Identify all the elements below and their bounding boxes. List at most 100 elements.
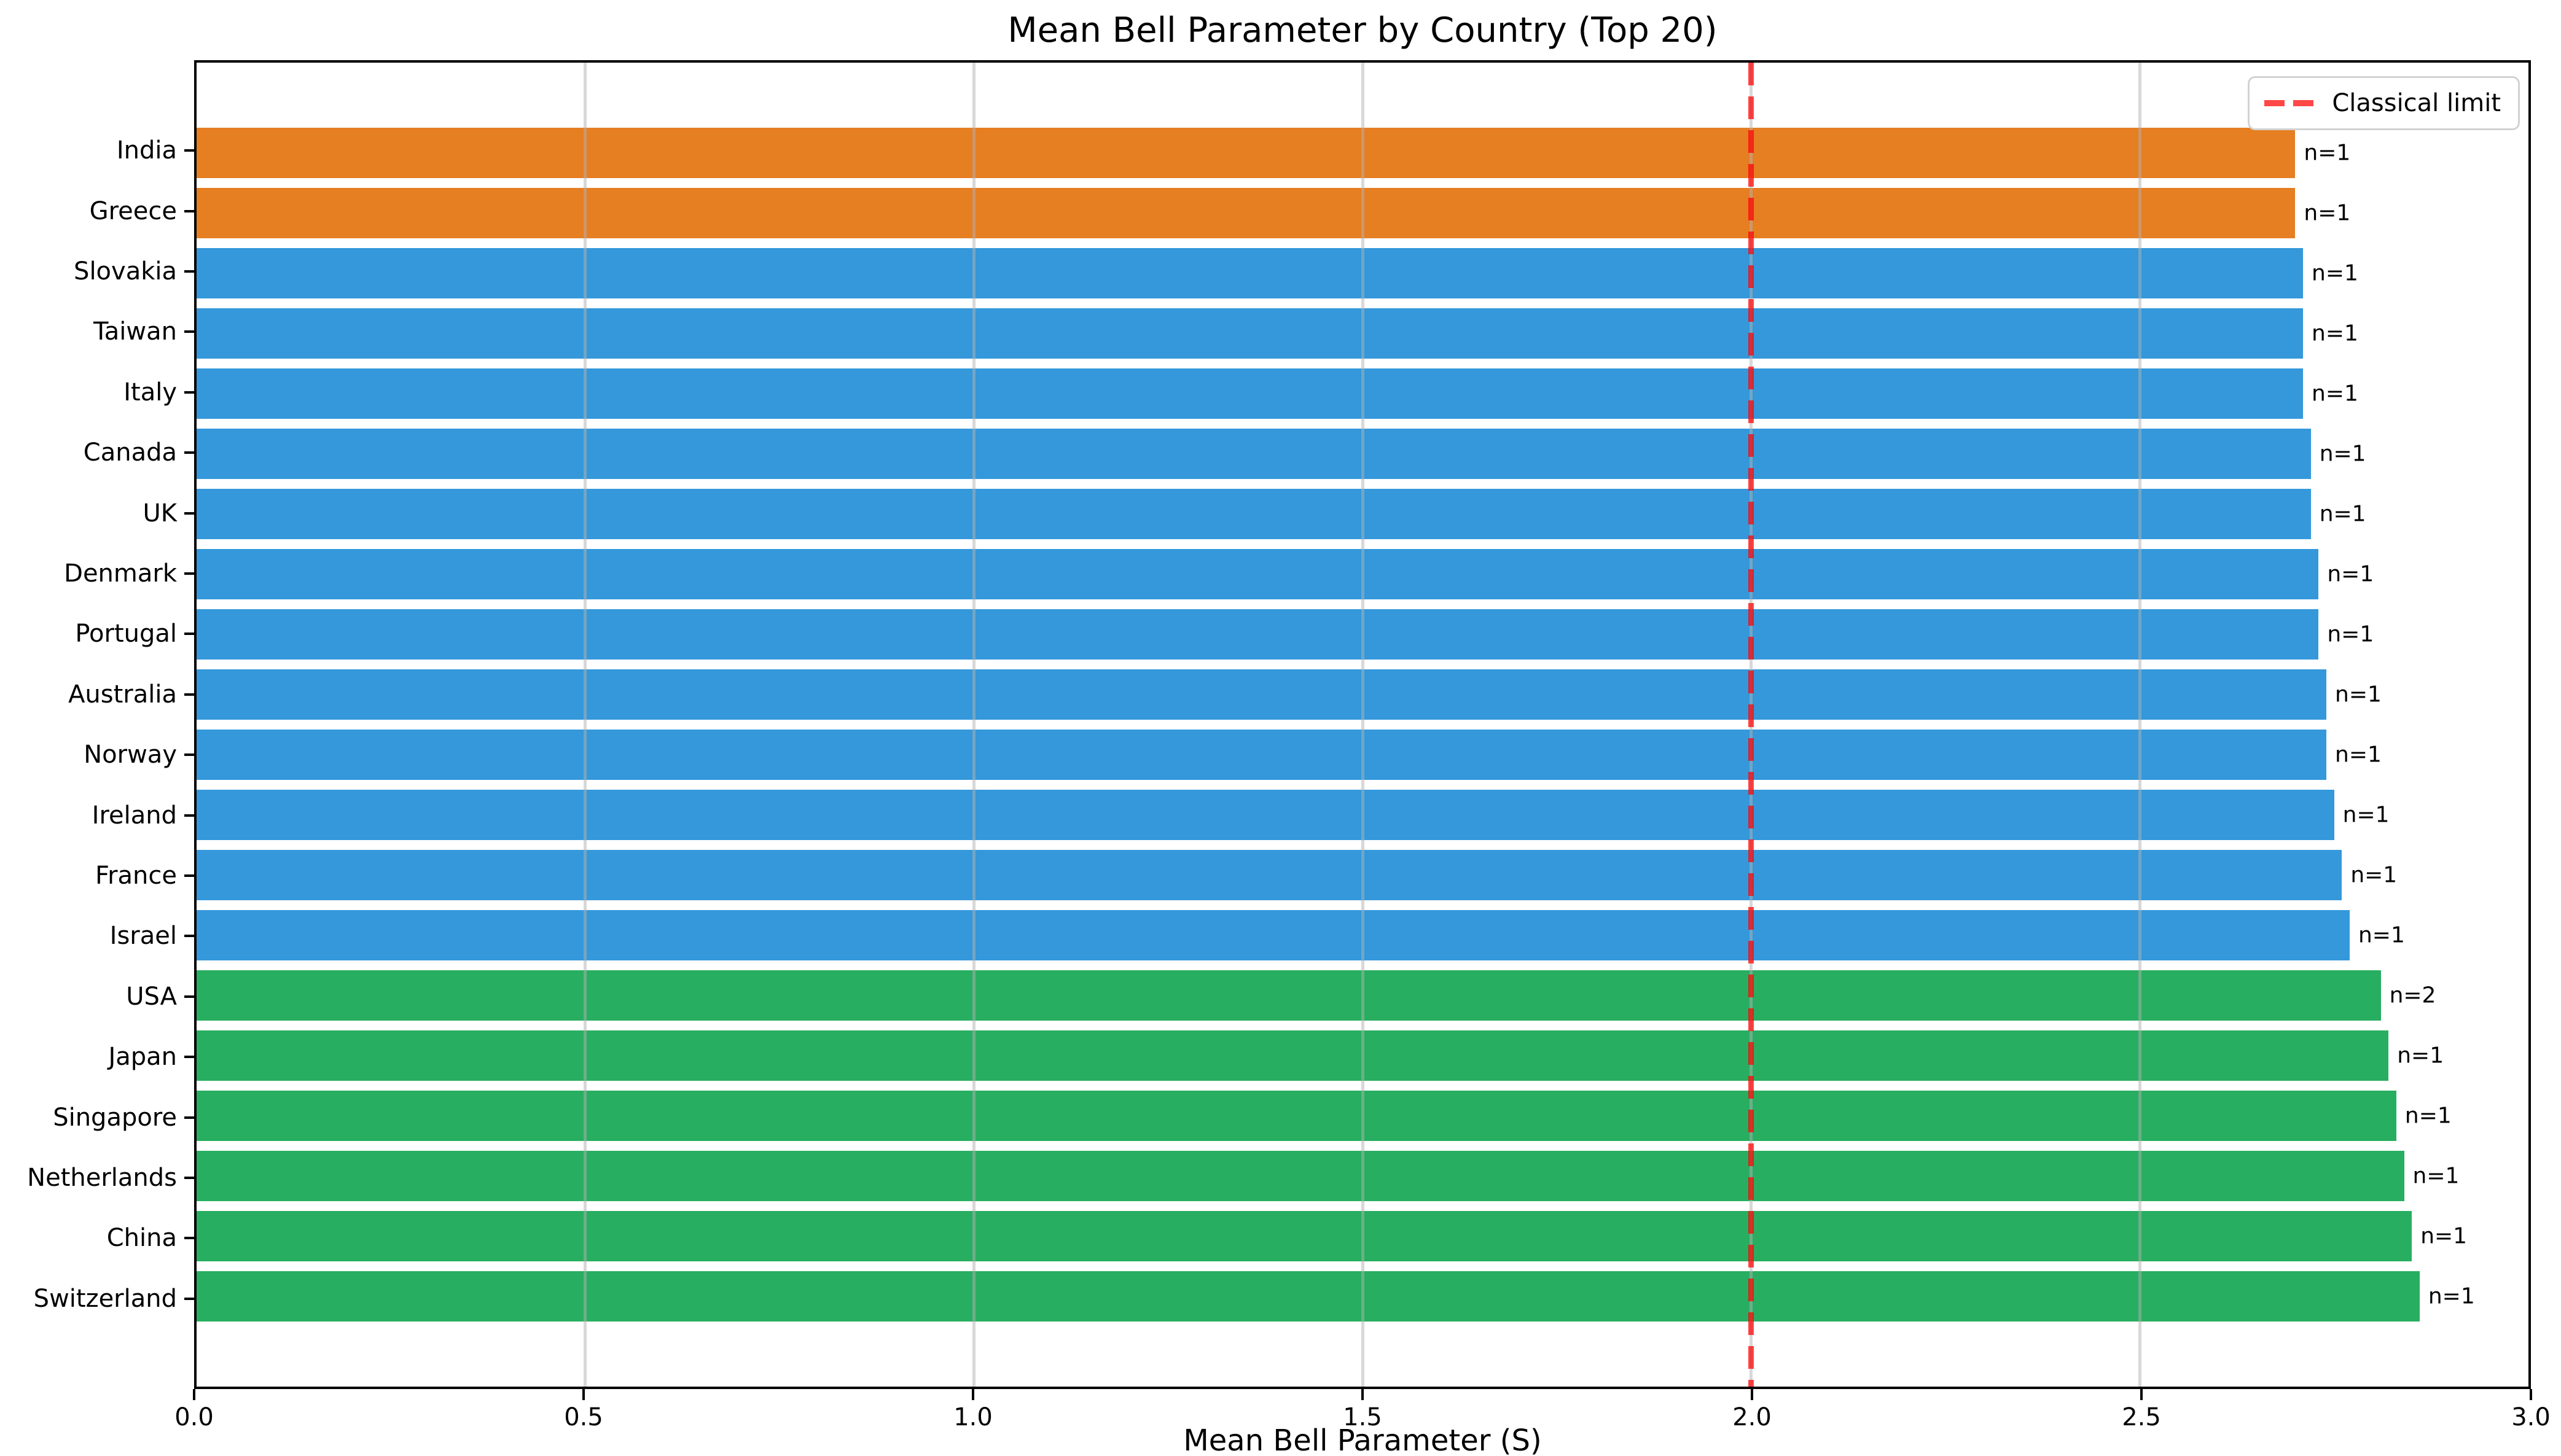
- bar-netherlands: [197, 1151, 2404, 1202]
- y-axis-label-denmark: Denmark: [64, 559, 177, 588]
- y-axis-label-france: France: [95, 862, 177, 890]
- y-tick-mark: [184, 633, 194, 636]
- x-tick-label: 1.0: [953, 1403, 993, 1431]
- y-axis-label-australia: Australia: [68, 680, 177, 709]
- x-tick-mark: [2530, 1389, 2532, 1400]
- bar-count-label: n=1: [2350, 862, 2398, 888]
- bar-india: [197, 127, 2296, 178]
- bar-ireland: [197, 790, 2334, 841]
- chart-title: Mean Bell Parameter by Country (Top 20): [1007, 10, 1718, 50]
- gridline: [2138, 63, 2141, 1387]
- y-tick-mark: [184, 451, 194, 454]
- bar-count-label: n=1: [2312, 381, 2358, 407]
- bar-count-label: n=1: [2342, 802, 2390, 828]
- y-tick-mark: [184, 874, 194, 877]
- y-axis-label-usa: USA: [126, 982, 177, 1011]
- bar-count-label: n=1: [2312, 260, 2358, 286]
- y-axis-label-china: China: [106, 1224, 177, 1253]
- y-axis-label-india: India: [116, 136, 177, 165]
- y-axis-label-netherlands: Netherlands: [27, 1164, 177, 1193]
- classical-limit-line: [1748, 63, 1754, 1387]
- bar-count-label: n=1: [2327, 621, 2374, 647]
- bar-count-label: n=1: [2358, 922, 2405, 948]
- x-tick-mark: [1361, 1389, 1364, 1400]
- y-tick-mark: [184, 935, 194, 938]
- bar-count-label: n=1: [2319, 501, 2366, 527]
- bar-canada: [197, 428, 2311, 479]
- y-axis-label-taiwan: Taiwan: [93, 317, 177, 346]
- bar-denmark: [197, 548, 2319, 599]
- legend-label: Classical limit: [2332, 89, 2501, 117]
- x-tick-mark: [2140, 1389, 2143, 1400]
- bar-count-label: n=1: [2304, 140, 2351, 166]
- y-tick-mark: [184, 1297, 194, 1300]
- bar-norway: [197, 730, 2326, 781]
- bar-italy: [197, 368, 2304, 419]
- bar-singapore: [197, 1091, 2396, 1142]
- y-tick-mark: [184, 995, 194, 998]
- bar-count-label: n=1: [2327, 561, 2374, 587]
- y-axis-label-slovakia: Slovakia: [74, 257, 177, 286]
- x-tick-label: 3.0: [2511, 1403, 2551, 1431]
- x-axis-label: Mean Bell Parameter (S): [1183, 1423, 1542, 1456]
- bar-slovakia: [197, 247, 2304, 298]
- y-tick-mark: [184, 330, 194, 333]
- y-axis-label-uk: UK: [143, 499, 177, 528]
- y-axis-label-portugal: Portugal: [75, 620, 177, 648]
- bar-count-label: n=1: [2428, 1283, 2475, 1309]
- gridline: [972, 63, 976, 1387]
- bar-count-label: n=1: [2304, 200, 2351, 226]
- bar-china: [197, 1211, 2412, 1262]
- y-tick-mark: [184, 149, 194, 152]
- dashed-line-icon: [2264, 100, 2314, 106]
- bar-greece: [197, 187, 2296, 238]
- y-tick-mark: [184, 209, 194, 212]
- y-tick-mark: [184, 1177, 194, 1180]
- y-tick-mark: [184, 814, 194, 817]
- y-axis-label-italy: Italy: [123, 378, 177, 407]
- y-tick-mark: [184, 512, 194, 515]
- gridline: [1361, 63, 1364, 1387]
- x-tick-label: 2.0: [1732, 1403, 1772, 1431]
- x-tick-label: 1.5: [1343, 1403, 1382, 1431]
- bar-japan: [197, 1030, 2389, 1081]
- bar-count-label: n=1: [2312, 321, 2358, 346]
- y-tick-mark: [184, 391, 194, 394]
- y-axis-label-singapore: Singapore: [53, 1103, 177, 1132]
- bar-count-label: n=2: [2389, 983, 2436, 1008]
- y-tick-mark: [184, 572, 194, 575]
- y-axis-label-norway: Norway: [84, 741, 177, 769]
- x-tick-label: 2.5: [2122, 1403, 2161, 1431]
- x-tick-label: 0.5: [564, 1403, 603, 1431]
- legend: Classical limit: [2248, 76, 2520, 130]
- bar-count-label: n=1: [2404, 1103, 2452, 1129]
- x-tick-mark: [1751, 1389, 1753, 1400]
- x-tick-mark: [582, 1389, 585, 1400]
- plot-area: Classical limit n=1 n=1 n=1 n=1 n=1 n=1 n=1 n=1…: [194, 60, 2531, 1389]
- y-axis-label-israel: Israel: [109, 922, 177, 951]
- x-tick-label: 0.0: [174, 1403, 214, 1431]
- y-axis-label-switzerland: Switzerland: [33, 1284, 177, 1313]
- bar-usa: [197, 970, 2381, 1021]
- bar-count-label: n=1: [2420, 1223, 2468, 1249]
- y-tick-mark: [184, 1116, 194, 1119]
- y-axis-label-ireland: Ireland: [92, 801, 177, 830]
- bar-switzerland: [197, 1271, 2420, 1322]
- bar-france: [197, 850, 2342, 901]
- bar-australia: [197, 669, 2326, 720]
- y-axis-label-japan: Japan: [108, 1043, 177, 1072]
- x-tick-mark: [972, 1389, 974, 1400]
- bar-count-label: n=1: [2319, 441, 2366, 467]
- bar-count-label: n=1: [2335, 742, 2382, 768]
- bar-portugal: [197, 609, 2319, 660]
- y-tick-mark: [184, 270, 194, 273]
- y-tick-mark: [184, 693, 194, 696]
- y-tick-mark: [184, 1237, 194, 1240]
- bar-count-label: n=1: [2412, 1163, 2460, 1189]
- y-tick-mark: [184, 1056, 194, 1059]
- bar-israel: [197, 910, 2350, 961]
- y-axis-label-greece: Greece: [89, 197, 177, 225]
- bar-count-label: n=1: [2397, 1043, 2444, 1069]
- bar-uk: [197, 488, 2311, 539]
